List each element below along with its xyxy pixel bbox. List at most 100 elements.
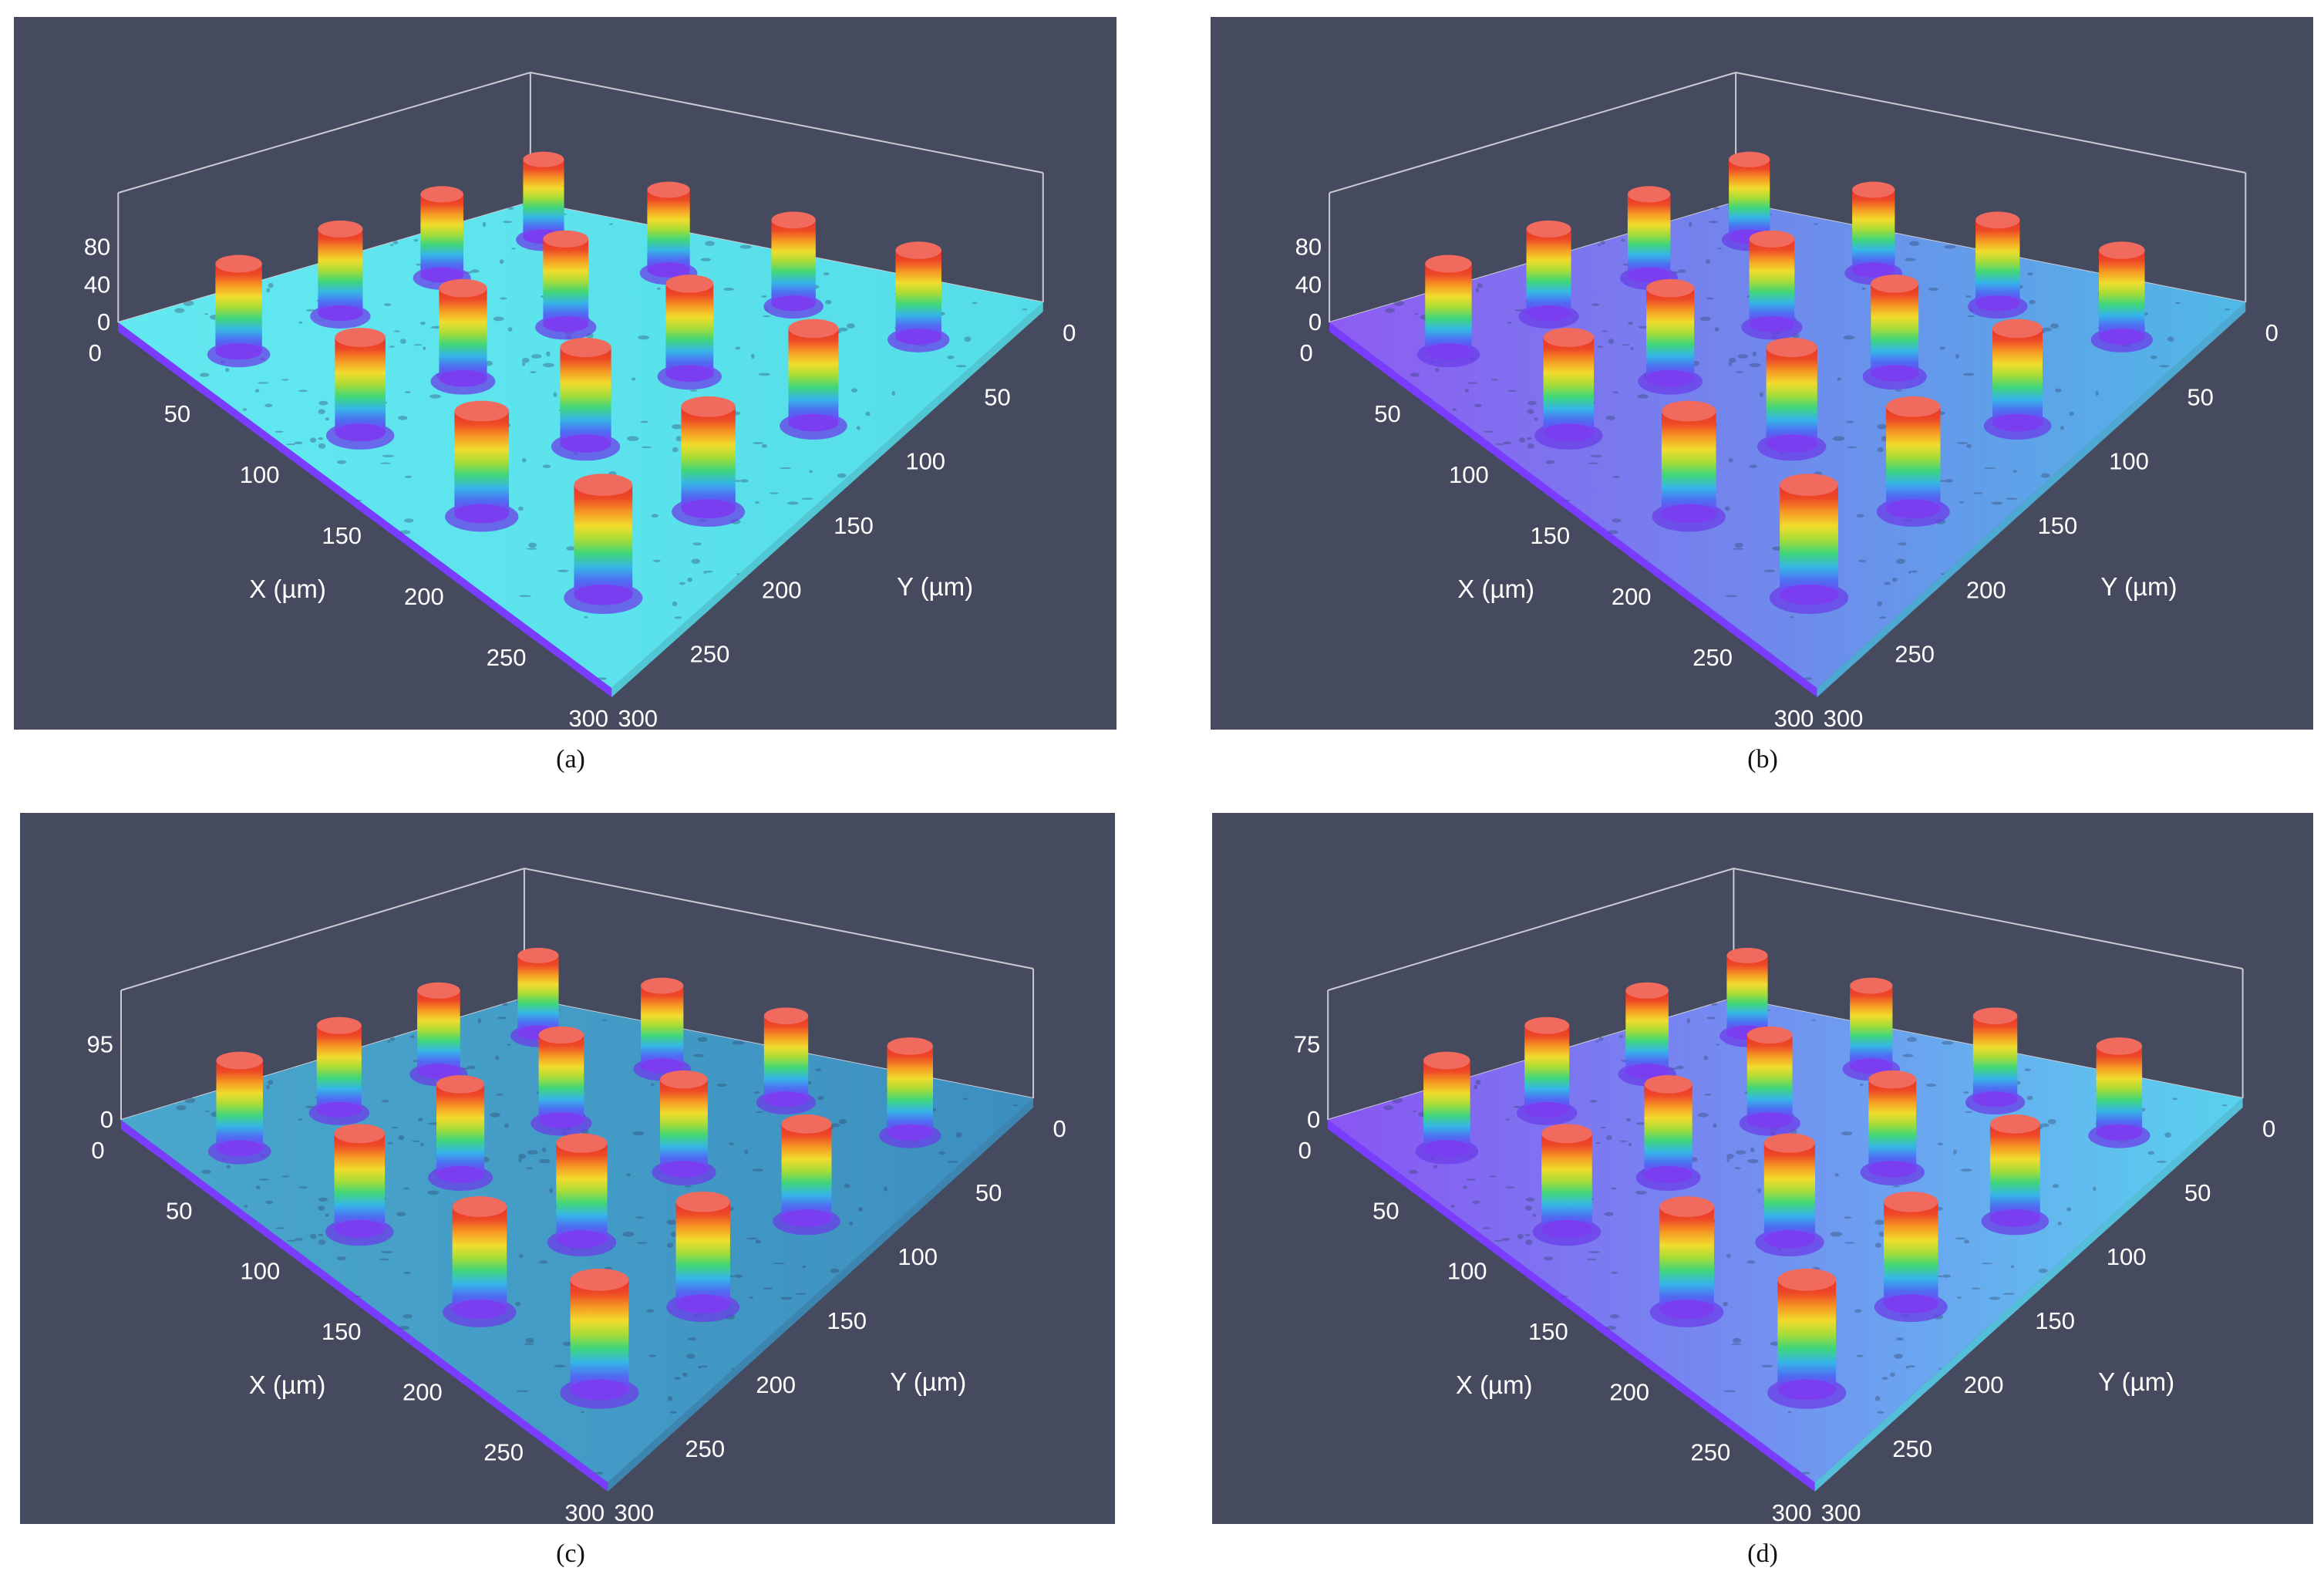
- pillar: [535, 230, 597, 340]
- pillar: [551, 337, 621, 461]
- y-tick-label: 200: [1964, 1371, 2004, 1398]
- z-tick-label: 0: [1307, 1106, 1320, 1133]
- pillar: [325, 1124, 394, 1246]
- panel-b: 0 50 100 150 200 250 300 0 50 100 150 200 250 300 0 40 8…: [1211, 17, 2313, 730]
- pillar: [413, 186, 471, 290]
- pillar: [1534, 328, 1603, 450]
- pillar: [445, 400, 519, 532]
- pillar: [1862, 275, 1927, 390]
- surface-plot-c: 0 50 100 150 200 250 300 0 50 100 150 200 250 300 0 95 X…: [87, 868, 1066, 1524]
- pillar: [773, 1114, 840, 1236]
- y-tick-label: 50: [2187, 383, 2213, 410]
- pillar: [672, 396, 746, 527]
- tick-labels: 0 50 100 150 200 250 300 0 50 100 150 200 250 300 0 40 8…: [84, 234, 1076, 730]
- y-axis-label: Y (µm): [897, 572, 973, 601]
- pillar: [666, 1191, 740, 1323]
- pillar: [430, 278, 496, 395]
- pillar: [428, 1075, 493, 1191]
- pillar: [780, 319, 847, 440]
- caption-a: (a): [556, 745, 585, 774]
- x-tick-label: 150: [1528, 1318, 1568, 1345]
- pillar: [1842, 977, 1901, 1081]
- tick-labels: 0 50 100 150 200 250 300 0 50 100 150 200 250 300 0 75: [1294, 1031, 2276, 1524]
- y-tick-label: 250: [1892, 1435, 1932, 1462]
- pillar: [1757, 337, 1827, 461]
- pillars: [1415, 947, 2151, 1409]
- surface-edge-left: [118, 322, 612, 697]
- pillar: [639, 181, 698, 285]
- pillar: [1741, 230, 1803, 340]
- y-tick-label: 250: [685, 1435, 725, 1462]
- x-tick-label: 50: [166, 1197, 192, 1224]
- x-axis-label: X (µm): [249, 1371, 326, 1399]
- y-tick-label: 150: [834, 512, 874, 539]
- y-axis-label: Y (µm): [2098, 1367, 2174, 1396]
- pillar: [207, 255, 271, 368]
- x-tick-label: 250: [1692, 644, 1733, 671]
- pillar: [530, 1026, 592, 1136]
- pillar: [1965, 1007, 2026, 1115]
- pillar: [1767, 1268, 1847, 1409]
- x-tick-label: 100: [1447, 1258, 1487, 1285]
- pillar: [1618, 982, 1676, 1087]
- caption-d: (d): [1747, 1539, 1778, 1568]
- pillar: [1532, 1124, 1602, 1246]
- pillar: [1415, 1051, 1479, 1165]
- panel-c: 0 50 100 150 200 250 300 0 50 100 150 200 250 300 0 95 X…: [20, 813, 1115, 1524]
- x-tick-label: 250: [1691, 1439, 1731, 1466]
- x-axis-label: X (µm): [249, 575, 326, 603]
- x-tick-label: 200: [1612, 583, 1652, 610]
- surface-edge-right: [608, 1098, 1034, 1492]
- y-tick-label: 250: [1895, 641, 1935, 668]
- y-tick-label: 50: [2184, 1179, 2211, 1206]
- x-tick-label: 150: [322, 1318, 362, 1345]
- y-tick-label: 150: [2038, 512, 2078, 539]
- x-tick-label: 100: [240, 461, 280, 488]
- pillars: [207, 151, 950, 615]
- y-tick-label: 0: [2262, 1115, 2275, 1142]
- surface-edge-left: [121, 1120, 608, 1492]
- x-tick-label: 0: [91, 1137, 104, 1164]
- y-tick-label: 150: [2035, 1307, 2075, 1334]
- pillar: [657, 275, 722, 390]
- pillar: [1755, 1133, 1824, 1257]
- y-tick-label: 100: [2107, 1243, 2147, 1270]
- y-tick-label: 100: [905, 448, 945, 475]
- caption-c: (c): [556, 1539, 585, 1568]
- x-tick-label: 300: [1772, 1499, 1812, 1524]
- y-tick-label: 250: [690, 641, 730, 668]
- pillar: [1874, 1191, 1948, 1323]
- pillar: [1638, 278, 1703, 395]
- pillar: [1739, 1026, 1800, 1136]
- pillar: [560, 1268, 639, 1409]
- y-tick-label: 0: [2265, 319, 2279, 346]
- pillar: [1416, 255, 1480, 368]
- surface-plot-d: 0 50 100 150 200 250 300 0 50 100 150 200 250 300 0 75 X…: [1294, 868, 2276, 1524]
- pillar: [1983, 319, 2052, 440]
- x-tick-label: 300: [568, 705, 608, 730]
- pillars: [1416, 151, 2153, 615]
- y-tick-label: 0: [1063, 319, 1076, 346]
- y-tick-label: 300: [614, 1499, 654, 1524]
- pillar: [1769, 474, 1849, 615]
- pillar: [1968, 211, 2028, 319]
- y-tick-label: 50: [975, 1179, 1002, 1206]
- pillar: [1844, 181, 1903, 285]
- pillar: [1635, 1075, 1701, 1191]
- x-axis-label: X (µm): [1456, 1371, 1533, 1399]
- surface-plot-b: 0 50 100 150 200 250 300 0 50 100 150 200 250 300 0 40 8…: [1295, 72, 2279, 730]
- pillar: [308, 1017, 369, 1125]
- y-tick-label: 100: [2109, 448, 2149, 475]
- surface-edge-right: [611, 302, 1043, 697]
- x-tick-label: 200: [1609, 1378, 1649, 1405]
- panel-d: 0 50 100 150 200 250 300 0 50 100 150 200 250 300 0 75 X…: [1212, 813, 2313, 1524]
- z-tick-label: 40: [1295, 271, 1322, 298]
- pillar: [1518, 220, 1579, 329]
- pillar: [310, 220, 371, 329]
- y-tick-label: 100: [898, 1243, 938, 1270]
- z-tick-label: 80: [84, 234, 110, 261]
- pillar: [756, 1007, 817, 1115]
- pillar: [207, 1051, 271, 1165]
- y-tick-label: 200: [1966, 576, 2006, 603]
- x-tick-label: 150: [322, 522, 362, 549]
